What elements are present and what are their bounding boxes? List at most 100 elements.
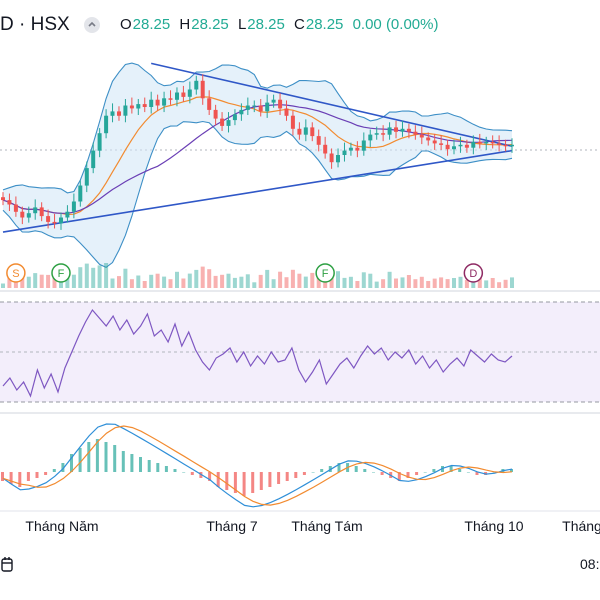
macd-histogram-bar bbox=[78, 448, 82, 472]
volume-bar bbox=[413, 279, 418, 288]
macd-histogram-bar bbox=[372, 472, 375, 473]
macd-histogram-bar bbox=[61, 463, 65, 472]
candle-body bbox=[400, 128, 405, 132]
candle-body bbox=[220, 118, 225, 126]
macd-histogram-bar bbox=[147, 460, 151, 472]
candle-body bbox=[175, 92, 179, 100]
volume-bar bbox=[213, 275, 218, 288]
symbol-label[interactable]: D · HSX bbox=[0, 14, 70, 35]
macd-histogram-bar bbox=[164, 466, 168, 472]
ohlc-high-value: 28.25 bbox=[191, 16, 229, 33]
volume-bar bbox=[348, 276, 353, 288]
candle-body bbox=[394, 127, 398, 132]
candle-body bbox=[426, 137, 431, 141]
bollinger-upper-line bbox=[2, 62, 513, 194]
macd-histogram-bar bbox=[320, 469, 324, 472]
candle-body bbox=[310, 127, 315, 137]
candle-body bbox=[329, 153, 334, 163]
candle-body bbox=[232, 114, 237, 121]
volume-bar bbox=[91, 267, 96, 288]
candle-body bbox=[432, 140, 437, 144]
volume-bar bbox=[368, 273, 373, 288]
macd-histogram-bar bbox=[190, 472, 194, 475]
volume-bar bbox=[406, 275, 411, 288]
volume-bar bbox=[252, 282, 257, 288]
candle-body bbox=[162, 98, 167, 106]
event-marker-label: S bbox=[12, 268, 19, 280]
volume-bar bbox=[1, 283, 5, 288]
event-marker bbox=[463, 263, 484, 283]
macd-histogram-bar bbox=[380, 472, 384, 475]
candle-body bbox=[26, 213, 31, 218]
macd-histogram-bar bbox=[233, 472, 237, 493]
volume-bar bbox=[310, 272, 315, 288]
volume-bar bbox=[168, 279, 173, 288]
candle-body bbox=[149, 99, 154, 107]
candle-body bbox=[368, 134, 373, 141]
time-tick-label: Tháng Năm bbox=[25, 518, 98, 534]
volume-bar bbox=[458, 276, 463, 288]
macd-histogram-bar bbox=[182, 472, 186, 473]
candle-body bbox=[20, 211, 25, 218]
volume-bar bbox=[445, 279, 450, 288]
candle-body bbox=[503, 144, 508, 147]
macd-histogram-bar bbox=[70, 454, 73, 472]
signal-line bbox=[2, 425, 513, 506]
candle-body bbox=[207, 98, 212, 110]
candle-body bbox=[381, 133, 386, 135]
calendar-icon[interactable] bbox=[0, 554, 16, 576]
candle-body bbox=[117, 111, 121, 116]
volume-bar bbox=[97, 265, 102, 288]
candle-body bbox=[355, 147, 360, 151]
macd-histogram-bar bbox=[466, 472, 470, 473]
volume-bar bbox=[226, 273, 231, 288]
volume-bar bbox=[419, 276, 424, 288]
candle-body bbox=[413, 131, 418, 135]
candle-body bbox=[484, 141, 489, 144]
macd-histogram-bar bbox=[510, 469, 513, 472]
candle-body bbox=[271, 99, 276, 103]
macd-histogram-bar bbox=[1, 472, 4, 481]
volume-bar bbox=[232, 277, 237, 288]
volume-bar bbox=[187, 273, 192, 288]
volume-bar bbox=[381, 279, 386, 288]
price-pane bbox=[0, 62, 600, 414]
candle-body bbox=[71, 201, 76, 212]
macd-histogram-bar bbox=[363, 469, 367, 472]
ohlc-readout: O28.25 H28.25 L28.25 C28.25 0.00 (0.00%) bbox=[120, 16, 438, 33]
volume-bar bbox=[155, 273, 160, 288]
candle-body bbox=[239, 109, 244, 115]
collapse-toggle-icon[interactable] bbox=[84, 17, 100, 33]
candle-body bbox=[1, 197, 5, 201]
volume-bar bbox=[342, 277, 347, 288]
candle-body bbox=[387, 127, 392, 135]
ohlc-change: 0.00 (0.00%) bbox=[352, 16, 439, 33]
ohlc-low-key: L bbox=[237, 16, 247, 33]
candle-body bbox=[278, 99, 283, 109]
macd-histogram-bar bbox=[113, 445, 117, 472]
volume-bar bbox=[439, 277, 444, 288]
volume-bar bbox=[162, 276, 167, 288]
volume-bar bbox=[194, 269, 199, 288]
time-tick-label: Tháng 7 bbox=[206, 518, 258, 534]
candle-body bbox=[342, 150, 347, 155]
macd-histogram-bar bbox=[104, 442, 108, 472]
candle-body bbox=[374, 133, 379, 135]
candle-body bbox=[258, 105, 263, 112]
macd-histogram-bar bbox=[423, 472, 427, 473]
macd-histogram-bar bbox=[130, 454, 134, 472]
volume-bar bbox=[175, 271, 179, 288]
volume-bar bbox=[220, 274, 225, 288]
volume-bar bbox=[426, 281, 431, 288]
volume-bar bbox=[387, 271, 392, 288]
event-marker-label: F bbox=[322, 268, 329, 280]
time-tick-label: Tháng bbox=[562, 518, 600, 534]
candle-body bbox=[213, 109, 218, 119]
volume-bar bbox=[510, 277, 514, 288]
candle-body bbox=[39, 207, 44, 217]
candle-body bbox=[13, 204, 18, 212]
candle-body bbox=[361, 140, 366, 151]
macd-histogram-bar bbox=[199, 472, 203, 478]
candle-body bbox=[33, 207, 38, 214]
